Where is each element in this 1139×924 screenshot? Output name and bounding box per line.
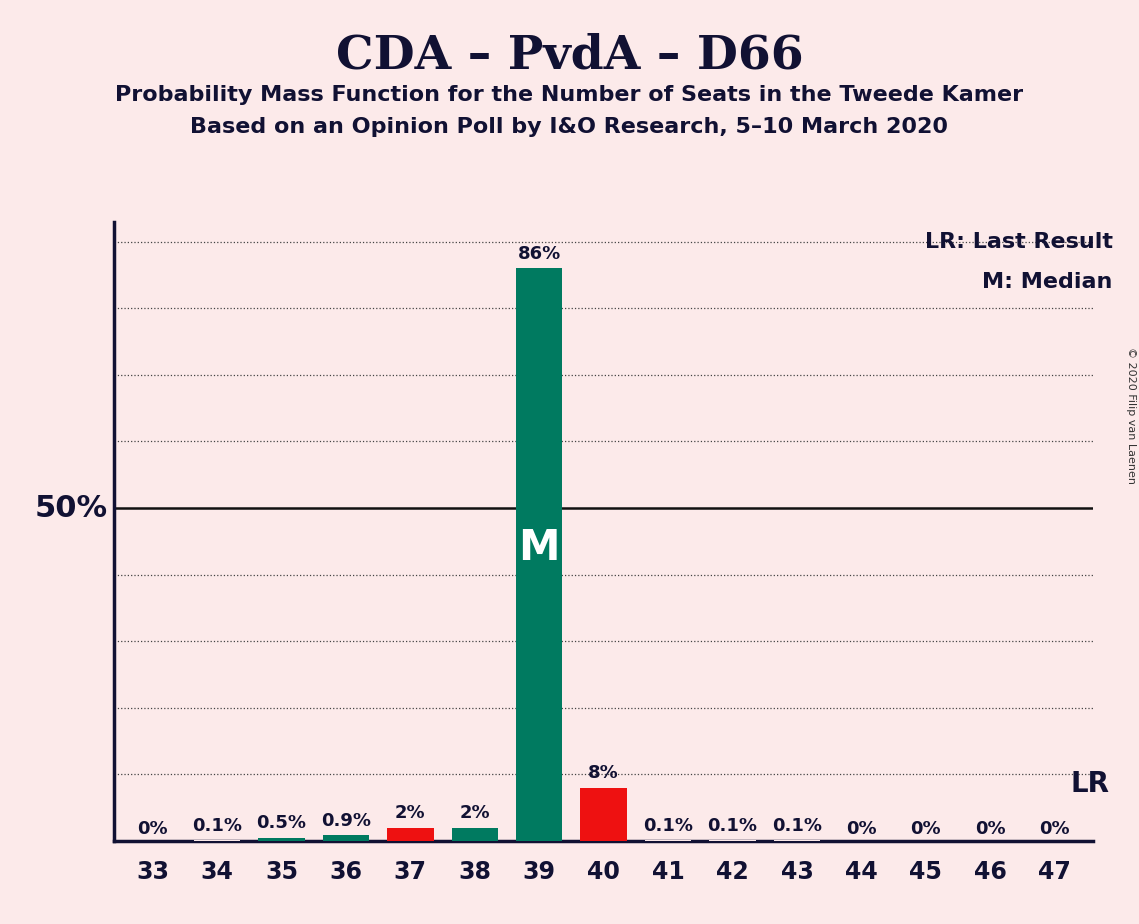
Text: 2%: 2% [395,804,426,822]
Text: 0.1%: 0.1% [644,817,694,835]
Text: Probability Mass Function for the Number of Seats in the Tweede Kamer: Probability Mass Function for the Number… [115,85,1024,105]
Text: © 2020 Filip van Laenen: © 2020 Filip van Laenen [1126,347,1136,484]
Bar [451,828,498,841]
Text: 0%: 0% [910,820,941,837]
Text: 0%: 0% [138,820,167,837]
Text: LR: LR [1071,771,1109,798]
Bar [322,835,369,841]
Text: 86%: 86% [517,245,560,263]
Bar [387,828,434,841]
Bar [581,787,626,841]
Text: 0.9%: 0.9% [321,811,371,830]
Bar [516,268,563,841]
Text: LR: Last Result: LR: Last Result [925,232,1113,251]
Text: 0%: 0% [1040,820,1070,837]
Text: 0.1%: 0.1% [707,817,757,835]
Text: M: Median: M: Median [983,272,1113,292]
Text: CDA – PvdA – D66: CDA – PvdA – D66 [336,32,803,79]
Bar [259,837,304,841]
Text: 0.5%: 0.5% [256,814,306,833]
Text: 2%: 2% [459,804,490,822]
Text: Based on an Opinion Poll by I&O Research, 5–10 March 2020: Based on an Opinion Poll by I&O Research… [190,117,949,138]
Text: 0%: 0% [846,820,877,837]
Text: 0%: 0% [975,820,1006,837]
Text: 50%: 50% [34,493,107,522]
Text: 8%: 8% [589,764,618,783]
Text: 0.1%: 0.1% [772,817,822,835]
Text: M: M [518,527,560,569]
Text: 0.1%: 0.1% [192,817,241,835]
